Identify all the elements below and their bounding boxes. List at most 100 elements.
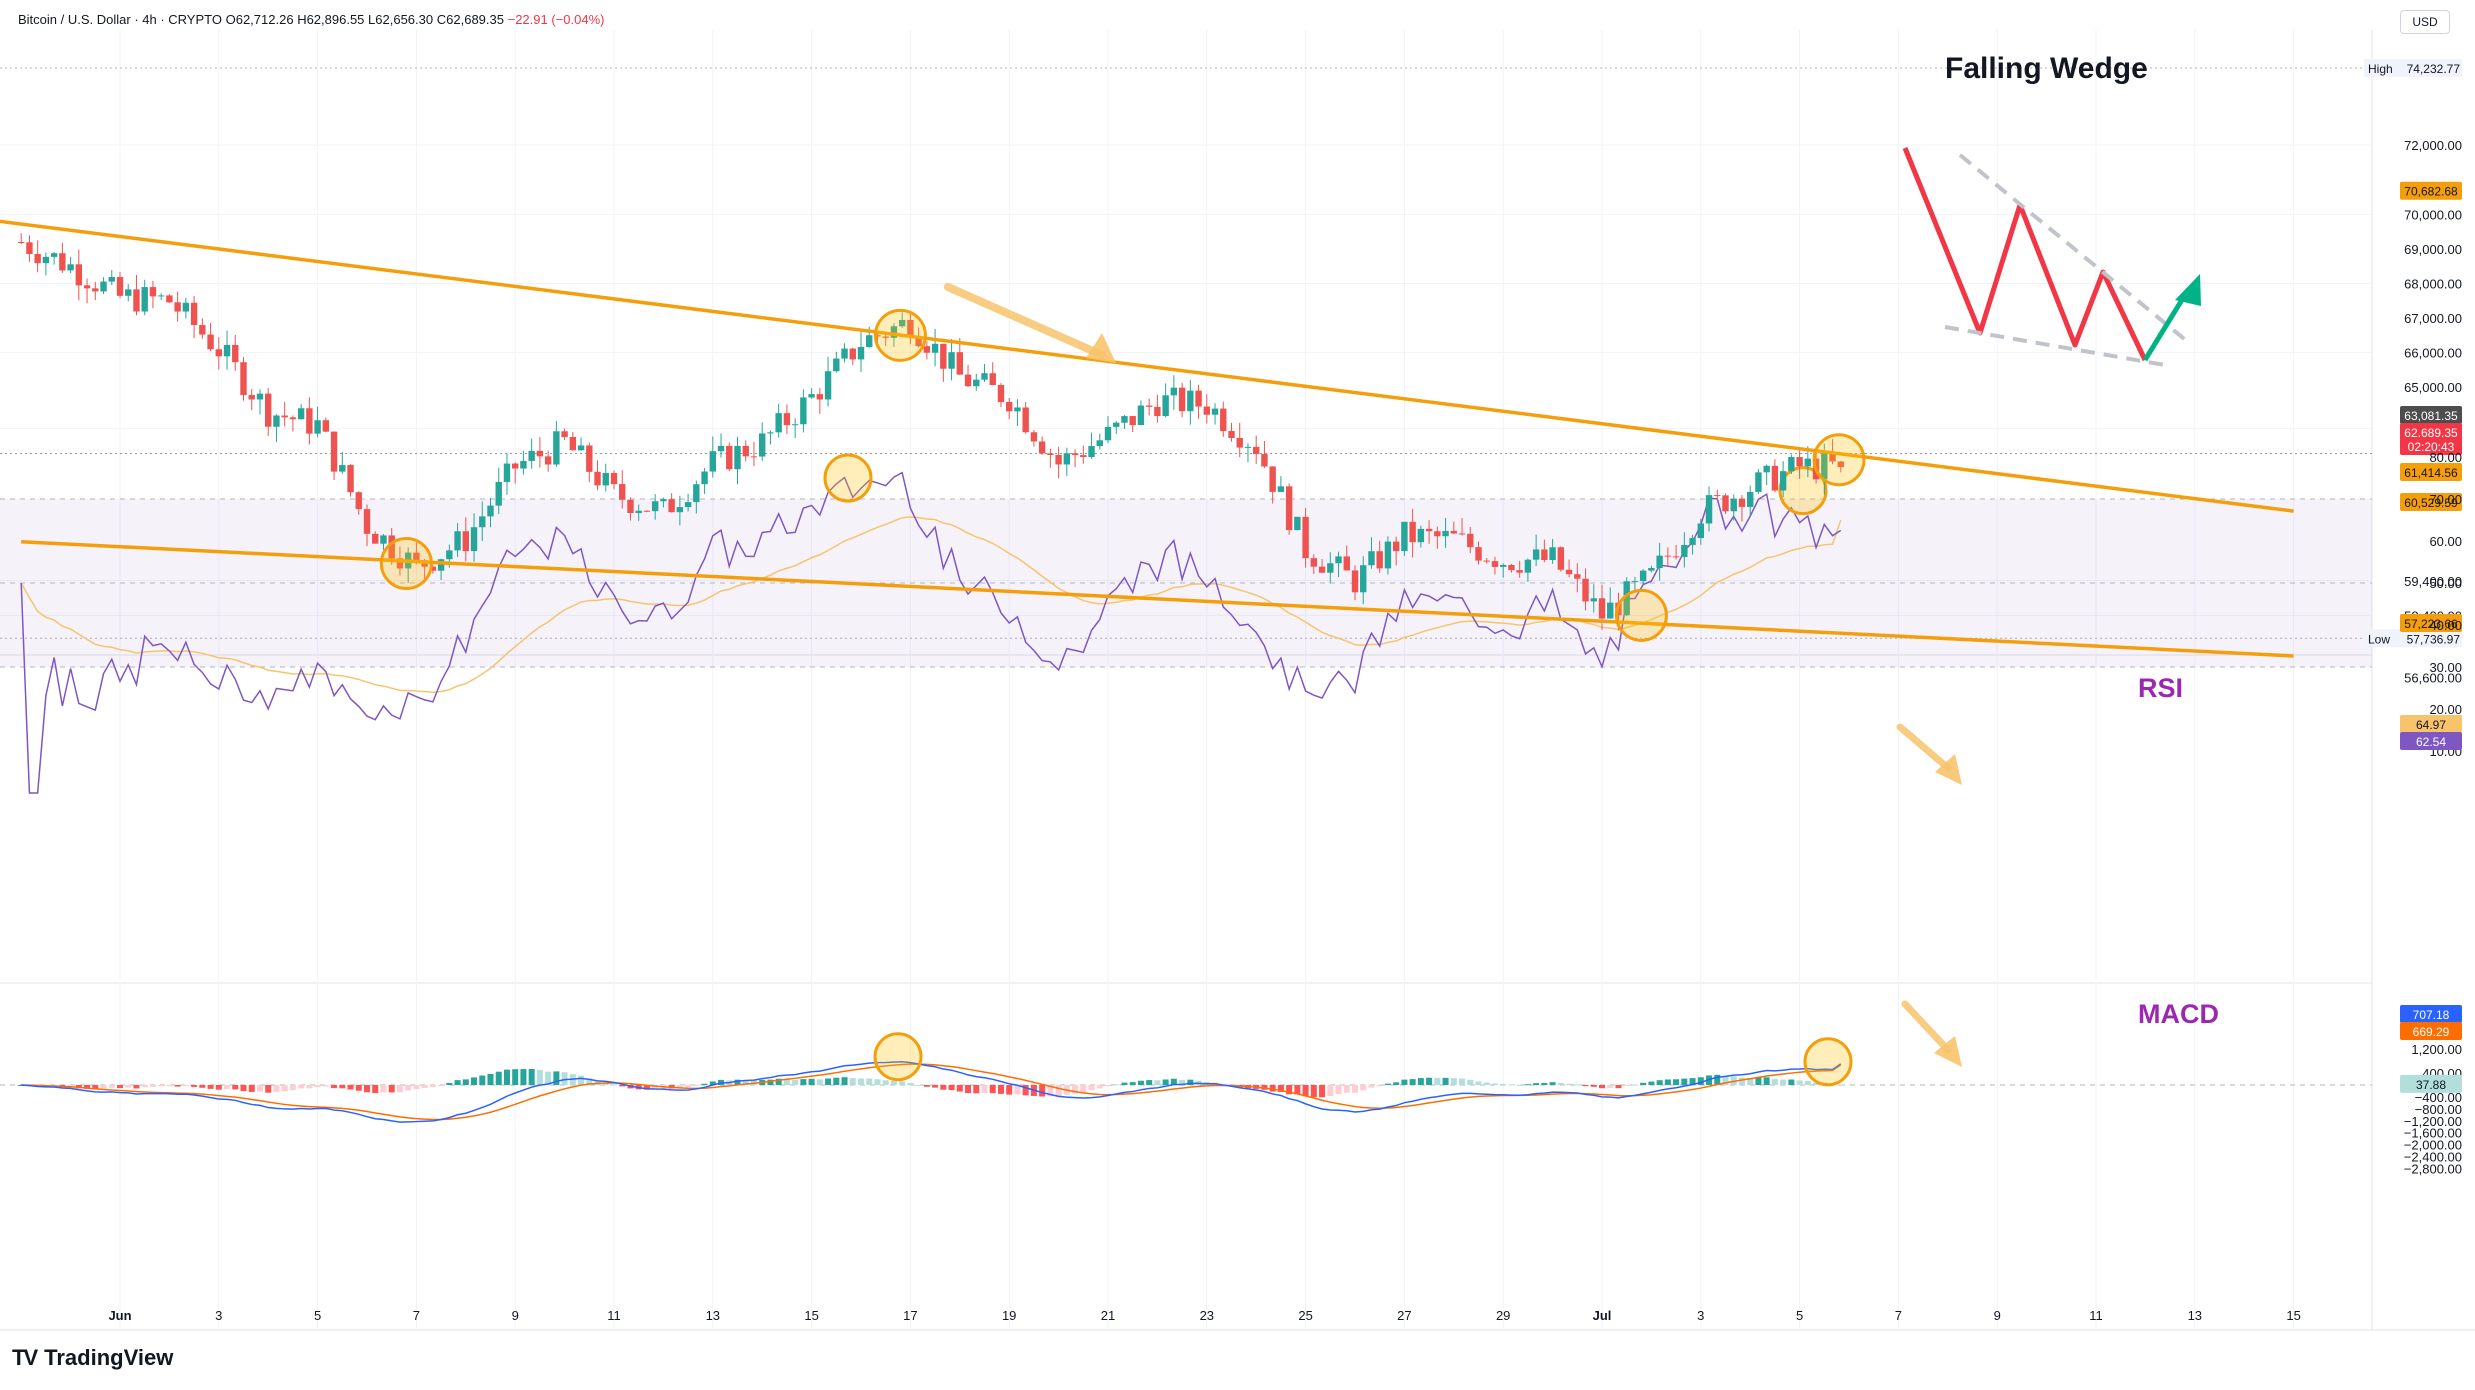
macd-histogram-bar[interactable]	[841, 1077, 848, 1085]
macd-histogram-bar[interactable]	[1483, 1082, 1490, 1085]
macd-histogram-bar[interactable]	[1640, 1082, 1647, 1085]
macd-histogram-bar[interactable]	[1837, 1084, 1844, 1086]
candle-body[interactable]	[981, 373, 988, 380]
macd-histogram-bar[interactable]	[1294, 1085, 1301, 1095]
macd-histogram-bar[interactable]	[429, 1085, 436, 1087]
candle-body[interactable]	[1360, 565, 1367, 593]
symbol-header[interactable]: Bitcoin / U.S. Dollar · 4h · CRYPTO O62,…	[18, 12, 604, 27]
candle-body[interactable]	[660, 499, 667, 502]
low-badge[interactable]	[2364, 629, 2462, 648]
candle-body[interactable]	[940, 343, 947, 369]
macd-histogram-bar[interactable]	[1516, 1084, 1523, 1086]
macd-histogram-bar[interactable]	[1689, 1078, 1696, 1085]
candle-body[interactable]	[133, 289, 140, 312]
candle-body[interactable]	[174, 302, 181, 312]
candle-body[interactable]	[610, 473, 618, 485]
candle-body[interactable]	[1829, 453, 1836, 462]
candle-body[interactable]	[363, 509, 371, 534]
macd-histogram-bar[interactable]	[92, 1085, 99, 1090]
macd-histogram-bar[interactable]	[1582, 1085, 1589, 1087]
macd-histogram-bar[interactable]	[503, 1069, 510, 1085]
macd-histogram-bar[interactable]	[1187, 1079, 1194, 1085]
macd-histogram-bar[interactable]	[84, 1085, 91, 1089]
macd-histogram-bar[interactable]	[182, 1085, 189, 1087]
candle-body[interactable]	[1664, 555, 1672, 557]
rsi-axis[interactable]: 80.0070.0060.0050.0040.0030.0020.0010.00…	[2400, 450, 2462, 759]
candle-body[interactable]	[1195, 390, 1202, 407]
candle-body[interactable]	[791, 424, 799, 426]
candle-body[interactable]	[34, 253, 41, 264]
macd-histogram-bar[interactable]	[1763, 1077, 1770, 1085]
candle-body[interactable]	[289, 417, 297, 420]
macd-histogram-bar[interactable]	[149, 1085, 156, 1087]
macd-histogram-bar[interactable]	[1500, 1083, 1507, 1085]
candle-body[interactable]	[1170, 387, 1178, 396]
candle-body[interactable]	[1285, 486, 1293, 531]
candle-body[interactable]	[857, 347, 865, 360]
candle-body[interactable]	[1401, 521, 1408, 552]
macd-histogram-bar[interactable]	[866, 1078, 873, 1085]
price-axis[interactable]: 72,000.00 70,000.00 69,000.00 68,000.00 67,0…	[2364, 59, 2462, 686]
candle-body[interactable]	[816, 394, 824, 400]
candle-body[interactable]	[487, 505, 494, 517]
symbol-name[interactable]: Bitcoin / U.S. Dollar · 4h · CRYPTO	[18, 12, 222, 27]
wedge-zigzag-line[interactable]	[1902, 147, 2148, 362]
macd-histogram-bar[interactable]	[948, 1085, 955, 1091]
macd-histogram-bar[interactable]	[1615, 1085, 1622, 1089]
candle-body[interactable]	[26, 242, 33, 254]
candle-body[interactable]	[973, 379, 980, 387]
macd-histogram-bar[interactable]	[611, 1084, 617, 1086]
macd-histogram-bar[interactable]	[405, 1085, 412, 1091]
candle-body[interactable]	[808, 394, 815, 398]
macd-histogram-bar[interactable]	[1714, 1074, 1721, 1085]
candle-body[interactable]	[1294, 516, 1301, 531]
pattern-title[interactable]: Falling Wedge	[1945, 52, 2148, 85]
candle-body[interactable]	[841, 348, 848, 359]
macd-histogram-bar[interactable]	[956, 1085, 963, 1092]
candle-body[interactable]	[1483, 560, 1490, 562]
macd-histogram-bar[interactable]	[1508, 1084, 1515, 1086]
macd-histogram-bar[interactable]	[166, 1085, 173, 1087]
macd-pane[interactable]	[0, 1000, 2372, 1123]
candle-body[interactable]	[1475, 547, 1482, 561]
candle-body[interactable]	[668, 499, 675, 513]
macd-histogram-bar[interactable]	[322, 1085, 329, 1087]
macd-histogram-bar[interactable]	[1006, 1085, 1013, 1095]
candle-body[interactable]	[1154, 406, 1161, 417]
candle-body[interactable]	[141, 287, 148, 312]
candle-body[interactable]	[1747, 491, 1754, 507]
macd-histogram-bar[interactable]	[1747, 1077, 1754, 1085]
candle-body[interactable]	[1104, 426, 1112, 441]
candle-body[interactable]	[1821, 453, 1828, 480]
macd-histogram-bar[interactable]	[825, 1078, 832, 1085]
macd-histogram-bar[interactable]	[1738, 1077, 1745, 1085]
candle-body[interactable]	[1590, 598, 1597, 602]
macd-histogram-bar[interactable]	[981, 1085, 988, 1093]
highlight-circle[interactable]	[1614, 588, 1668, 642]
macd-histogram-bar[interactable]	[1105, 1085, 1111, 1087]
candle-body[interactable]	[339, 465, 346, 472]
candle-body[interactable]	[651, 501, 659, 512]
candle-body[interactable]	[108, 277, 115, 282]
candle-body[interactable]	[1804, 458, 1812, 467]
candle-body[interactable]	[783, 413, 791, 426]
candle-body[interactable]	[18, 241, 25, 243]
candle-body[interactable]	[775, 413, 782, 433]
trendline-lower[interactable]	[21, 539, 2294, 658]
macd-histogram-bar[interactable]	[1335, 1085, 1342, 1094]
macd-histogram-bar[interactable]	[1590, 1085, 1597, 1087]
macd-histogram-bar[interactable]	[1771, 1079, 1778, 1085]
macd-histogram-bar[interactable]	[1170, 1078, 1177, 1085]
macd-histogram-bar[interactable]	[462, 1079, 469, 1085]
macd-histogram-bar[interactable]	[1360, 1085, 1367, 1091]
candle-body[interactable]	[1129, 416, 1136, 426]
candle-body[interactable]	[1442, 530, 1449, 537]
candle-body[interactable]	[586, 445, 593, 472]
highlight-circle[interactable]	[379, 536, 433, 590]
macd-histogram-bar[interactable]	[742, 1080, 749, 1085]
macd-histogram-bar[interactable]	[1697, 1077, 1704, 1085]
drawing-layer[interactable]	[0, 147, 2294, 658]
candle-body[interactable]	[1434, 531, 1441, 537]
macd-histogram-bar[interactable]	[355, 1085, 362, 1091]
